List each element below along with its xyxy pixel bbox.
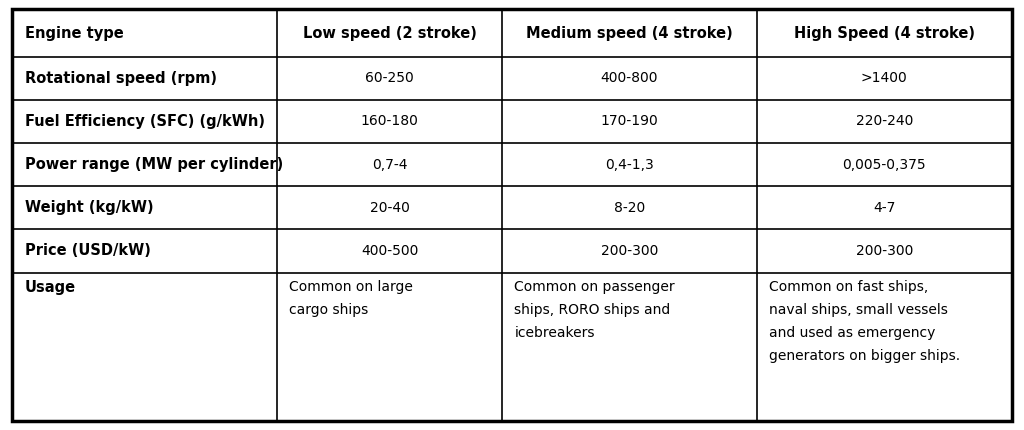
Text: Engine type: Engine type bbox=[25, 26, 123, 40]
Text: 400-500: 400-500 bbox=[360, 244, 418, 258]
Text: Weight (kg/kW): Weight (kg/kW) bbox=[25, 200, 154, 215]
Text: 4-7: 4-7 bbox=[873, 201, 895, 215]
Text: Medium speed (4 stroke): Medium speed (4 stroke) bbox=[526, 26, 733, 40]
Text: Price (USD/kW): Price (USD/kW) bbox=[25, 243, 151, 258]
Text: Rotational speed (rpm): Rotational speed (rpm) bbox=[25, 71, 217, 86]
Text: 20-40: 20-40 bbox=[370, 201, 410, 215]
Text: 160-180: 160-180 bbox=[360, 114, 419, 129]
Text: 200-300: 200-300 bbox=[601, 244, 658, 258]
Text: 220-240: 220-240 bbox=[856, 114, 913, 129]
Text: Low speed (2 stroke): Low speed (2 stroke) bbox=[303, 26, 476, 40]
Text: High Speed (4 stroke): High Speed (4 stroke) bbox=[794, 26, 975, 40]
Text: 0,4-1,3: 0,4-1,3 bbox=[605, 158, 653, 172]
Text: Common on fast ships,
naval ships, small vessels
and used as emergency
generator: Common on fast ships, naval ships, small… bbox=[769, 280, 961, 362]
Text: Fuel Efficiency (SFC) (g/kWh): Fuel Efficiency (SFC) (g/kWh) bbox=[25, 114, 264, 129]
Text: Power range (MW per cylinder): Power range (MW per cylinder) bbox=[25, 157, 283, 172]
Text: 200-300: 200-300 bbox=[856, 244, 913, 258]
Text: 8-20: 8-20 bbox=[613, 201, 645, 215]
Text: 60-250: 60-250 bbox=[366, 71, 414, 85]
Text: 0,7-4: 0,7-4 bbox=[372, 158, 408, 172]
Text: 170-190: 170-190 bbox=[600, 114, 658, 129]
Text: Common on large
cargo ships: Common on large cargo ships bbox=[290, 280, 414, 317]
Text: Usage: Usage bbox=[25, 280, 76, 295]
Text: 400-800: 400-800 bbox=[601, 71, 658, 85]
Text: Common on passenger
ships, RORO ships and
icebreakers: Common on passenger ships, RORO ships an… bbox=[514, 280, 675, 340]
Text: >1400: >1400 bbox=[861, 71, 907, 85]
Text: 0,005-0,375: 0,005-0,375 bbox=[843, 158, 926, 172]
